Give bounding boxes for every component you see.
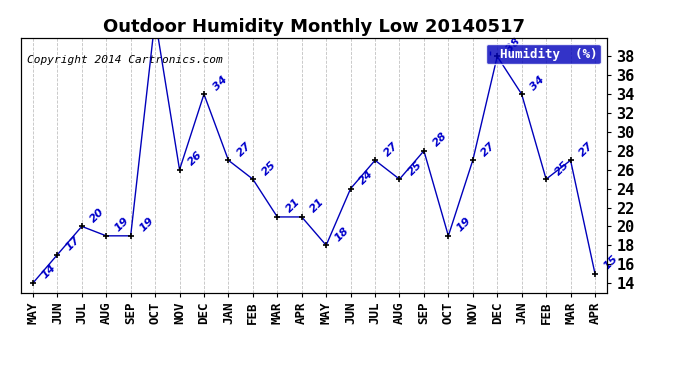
Text: 19: 19 — [455, 216, 473, 234]
Text: Copyright 2014 Cartronics.com: Copyright 2014 Cartronics.com — [26, 56, 222, 65]
Text: 27: 27 — [382, 140, 400, 158]
Text: 28: 28 — [431, 130, 449, 148]
Text: 17: 17 — [64, 234, 82, 252]
Text: 18: 18 — [333, 225, 351, 243]
Text: 25: 25 — [406, 159, 424, 177]
Text: 14: 14 — [40, 263, 58, 281]
Legend: Humidity  (%): Humidity (%) — [486, 44, 601, 64]
Text: 24: 24 — [357, 168, 375, 186]
Text: 34: 34 — [211, 74, 229, 92]
Text: 20: 20 — [89, 206, 107, 224]
Text: 25: 25 — [553, 159, 571, 177]
Text: 21: 21 — [308, 197, 326, 215]
Text: 21: 21 — [284, 197, 302, 215]
Text: 42: 42 — [0, 374, 1, 375]
Text: 25: 25 — [260, 159, 278, 177]
Text: 27: 27 — [578, 140, 595, 158]
Title: Outdoor Humidity Monthly Low 20140517: Outdoor Humidity Monthly Low 20140517 — [103, 18, 525, 36]
Text: 34: 34 — [529, 74, 546, 92]
Text: 19: 19 — [137, 216, 156, 234]
Text: 19: 19 — [113, 216, 131, 234]
Text: 27: 27 — [480, 140, 497, 158]
Text: 15: 15 — [602, 254, 620, 272]
Text: 27: 27 — [235, 140, 253, 158]
Text: 38: 38 — [504, 36, 522, 54]
Text: 26: 26 — [186, 150, 204, 168]
